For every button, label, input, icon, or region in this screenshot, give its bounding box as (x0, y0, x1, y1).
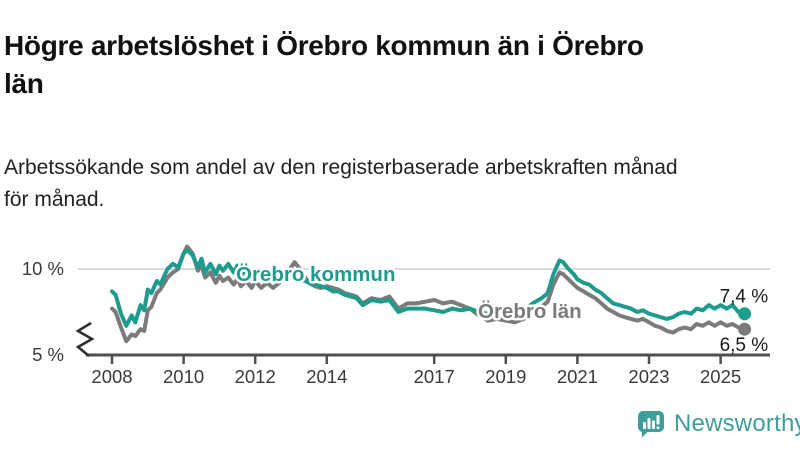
y-tick-label-5: 5 % (32, 344, 64, 365)
series-inline-label-kommun: Örebro kommun (236, 263, 395, 286)
bar-chart-speech-bubble-icon (638, 411, 664, 438)
x-tick-label-2017: 2017 (414, 366, 455, 387)
x-tick-label-2010: 2010 (163, 366, 204, 387)
x-tick-label-2023: 2023 (628, 366, 669, 387)
series-end-dot-lan (738, 322, 752, 336)
chart-subtitle: Arbetssökande som andel av den registerb… (4, 152, 794, 216)
chart-title: Högre arbetslöshet i Örebro kommun än i … (4, 27, 784, 103)
x-tick-label-2021: 2021 (557, 366, 598, 387)
series-end-dot-kommun (738, 307, 752, 321)
chart-subtitle-line-1: Arbetssökande som andel av den registerb… (4, 156, 678, 179)
series-line-orebro-lan (110, 244, 747, 344)
x-tick-label-2025: 2025 (700, 366, 741, 387)
unemployment-line-chart: 10 % 5 % 2008 2010 2012 2014 2017 2019 2021 2023 2… (22, 244, 770, 387)
x-tick-label-2014: 2014 (306, 366, 347, 387)
chart-subtitle-line-2: för månad. (4, 188, 105, 211)
series-line-orebro-kommun (110, 248, 747, 328)
x-tick-label-2008: 2008 (91, 366, 132, 387)
newsworthy-wordmark: Newsworthy (674, 410, 800, 437)
x-tick-label-2019: 2019 (485, 366, 526, 387)
chart-title-line-1: Högre arbetslöshet i Örebro kommun än i … (4, 29, 644, 61)
chart-title-line-2: län (4, 67, 44, 99)
end-value-label-kommun: 7,4 % (720, 287, 769, 308)
end-value-label-lan: 6,5 % (720, 335, 769, 356)
y-tick-label-10: 10 % (22, 258, 64, 279)
newsworthy-logo[interactable]: Newsworthy (636, 409, 800, 439)
x-tick-label-2012: 2012 (235, 366, 276, 387)
series-inline-label-lan: Örebro län (478, 300, 582, 323)
axis-break-icon (75, 321, 95, 358)
